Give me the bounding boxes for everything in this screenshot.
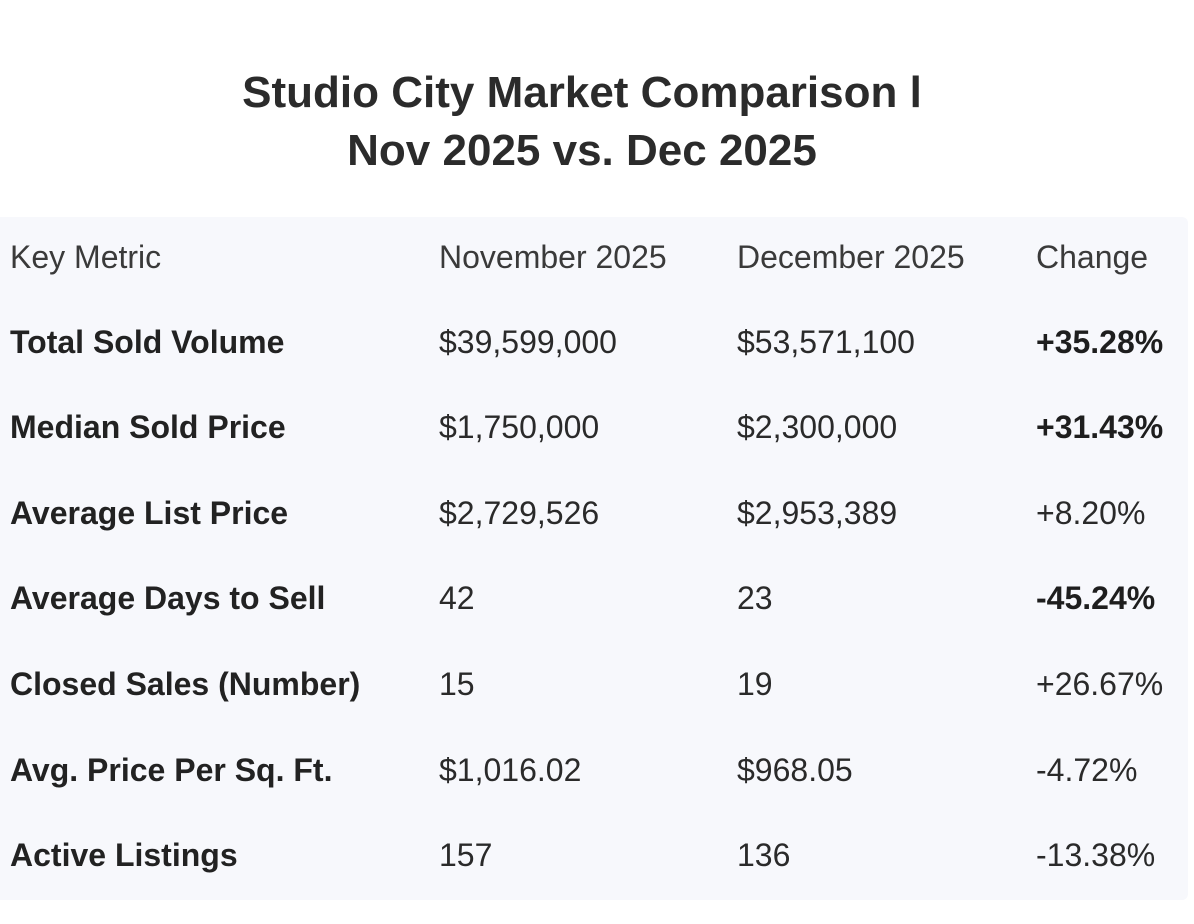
november-value: 157 bbox=[439, 837, 493, 873]
december-value: $53,571,100 bbox=[737, 324, 915, 360]
change-value: +31.43% bbox=[1036, 409, 1164, 445]
december-value: 23 bbox=[737, 580, 773, 616]
metric-label: Total Sold Volume bbox=[10, 324, 285, 360]
metric-label: Median Sold Price bbox=[10, 409, 286, 445]
title-line-1: Studio City Market Comparison l bbox=[242, 68, 922, 117]
december-value: $968.05 bbox=[737, 752, 853, 788]
november-value: $1,016.02 bbox=[439, 752, 582, 788]
table-row: Closed Sales (Number) 15 19 +26.67% bbox=[0, 664, 1188, 704]
table-row: Active Listings 157 136 -13.38% bbox=[0, 835, 1188, 875]
metric-label: Avg. Price Per Sq. Ft. bbox=[10, 752, 333, 788]
november-value: 15 bbox=[439, 666, 475, 702]
header-december: December 2025 bbox=[737, 239, 965, 275]
metric-label: Average Days to Sell bbox=[10, 580, 326, 616]
november-value: $1,750,000 bbox=[439, 409, 600, 445]
change-value: -4.72% bbox=[1036, 752, 1138, 788]
change-value: +35.28% bbox=[1036, 324, 1164, 360]
title-line-2: Nov 2025 vs. Dec 2025 bbox=[347, 126, 817, 175]
december-value: 136 bbox=[737, 837, 791, 873]
november-value: $2,729,526 bbox=[439, 495, 600, 531]
header-key-metric: Key Metric bbox=[10, 239, 162, 275]
metric-label: Active Listings bbox=[10, 837, 238, 873]
table-row: Median Sold Price $1,750,000 $2,300,000 … bbox=[0, 407, 1188, 447]
metric-label: Closed Sales (Number) bbox=[10, 666, 361, 702]
november-value: $39,599,000 bbox=[439, 324, 617, 360]
table-row: Average Days to Sell 42 23 -45.24% bbox=[0, 578, 1188, 618]
table-row: Average List Price $2,729,526 $2,953,389… bbox=[0, 493, 1188, 533]
change-value: +8.20% bbox=[1036, 495, 1146, 531]
header-november: November 2025 bbox=[439, 239, 667, 275]
december-value: 19 bbox=[737, 666, 773, 702]
change-value: -13.38% bbox=[1036, 837, 1156, 873]
table-row: Avg. Price Per Sq. Ft. $1,016.02 $968.05… bbox=[0, 750, 1188, 790]
november-value: 42 bbox=[439, 580, 475, 616]
table-header-row: Key Metric November 2025 December 2025 C… bbox=[0, 237, 1188, 277]
header-change: Change bbox=[1036, 239, 1149, 275]
change-value: +26.67% bbox=[1036, 666, 1164, 702]
metric-label: Average List Price bbox=[10, 495, 289, 531]
december-value: $2,953,389 bbox=[737, 495, 898, 531]
change-value: -45.24% bbox=[1036, 580, 1156, 616]
december-value: $2,300,000 bbox=[737, 409, 898, 445]
page-title: Studio City Market Comparison l Nov 2025… bbox=[0, 64, 1164, 180]
comparison-table: Key Metric November 2025 December 2025 C… bbox=[0, 217, 1188, 900]
table-row: Total Sold Volume $39,599,000 $53,571,10… bbox=[0, 322, 1188, 362]
